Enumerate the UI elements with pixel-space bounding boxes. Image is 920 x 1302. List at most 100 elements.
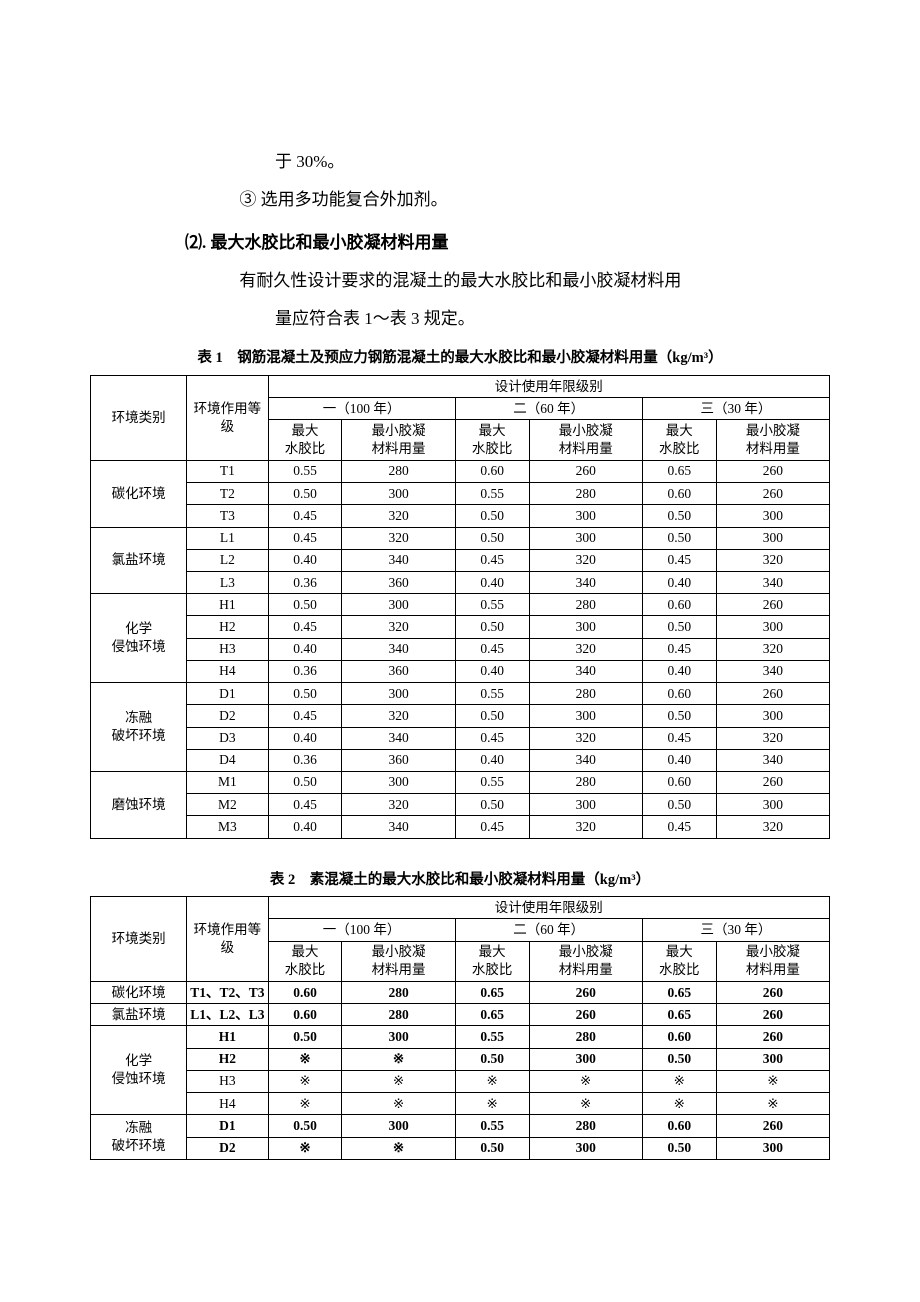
table-row: 化学侵蚀环境H10.503000.552800.60260 (91, 1026, 830, 1048)
value-cell: ※ (268, 1070, 342, 1092)
value-cell: 0.60 (642, 1026, 716, 1048)
value-cell: 300 (529, 616, 642, 638)
col-min-material-2: 最小胶凝材料用量 (716, 941, 829, 981)
value-cell: ※ (529, 1093, 642, 1115)
table-1: 环境类别环境作用等级设计使用年限级别一（100 年）二（60 年）三（30 年）… (90, 375, 830, 839)
col-period-2: 三（30 年） (642, 919, 829, 941)
value-cell: 0.60 (642, 483, 716, 505)
value-cell: 320 (342, 705, 455, 727)
value-cell: 300 (716, 1048, 829, 1070)
value-cell: 300 (716, 1137, 829, 1159)
value-cell: ※ (342, 1093, 455, 1115)
value-cell: 260 (716, 771, 829, 793)
value-cell: 320 (529, 816, 642, 838)
grade-cell: T3 (187, 505, 268, 527)
table-row: D20.453200.503000.50300 (91, 705, 830, 727)
value-cell: 0.50 (455, 505, 529, 527)
value-cell: 0.40 (642, 660, 716, 682)
env-category-cell: 氯盐环境 (91, 527, 187, 594)
value-cell: 0.55 (455, 1026, 529, 1048)
grade-cell: H2 (187, 1048, 268, 1070)
env-category-cell: 氯盐环境 (91, 1004, 187, 1026)
value-cell: 0.55 (455, 771, 529, 793)
value-cell: 300 (342, 483, 455, 505)
value-cell: 300 (716, 794, 829, 816)
grade-cell: M1 (187, 771, 268, 793)
value-cell: 300 (342, 1026, 455, 1048)
value-cell: 0.65 (455, 1004, 529, 1026)
value-cell: ※ (455, 1093, 529, 1115)
value-cell: ※ (455, 1070, 529, 1092)
col-min-material-1: 最小胶凝材料用量 (529, 420, 642, 460)
body-text-item-3: ③ 选用多功能复合外加剂。 (185, 184, 830, 216)
value-cell: 0.50 (268, 1026, 342, 1048)
value-cell: 0.60 (642, 683, 716, 705)
value-cell: 0.40 (268, 816, 342, 838)
table-2-caption: 表 2 素混凝土的最大水胶比和最小胶凝材料用量（kg/m³） (90, 867, 830, 895)
table-row: T30.453200.503000.50300 (91, 505, 830, 527)
value-cell: 300 (342, 594, 455, 616)
value-cell: 320 (342, 794, 455, 816)
value-cell: 0.40 (268, 549, 342, 571)
value-cell: 0.45 (268, 505, 342, 527)
value-cell: 340 (342, 816, 455, 838)
table-row: 氯盐环境L10.453200.503000.50300 (91, 527, 830, 549)
value-cell: 260 (716, 1004, 829, 1026)
value-cell: 260 (716, 683, 829, 705)
body-text-continuation: 于 30%。 (275, 146, 830, 178)
col-min-material-0: 最小胶凝材料用量 (342, 420, 455, 460)
value-cell: 280 (529, 771, 642, 793)
value-cell: 0.45 (268, 705, 342, 727)
value-cell: 260 (716, 594, 829, 616)
value-cell: 260 (716, 1115, 829, 1137)
value-cell: 0.40 (268, 638, 342, 660)
body-text-line-3: 有耐久性设计要求的混凝土的最大水胶比和最小胶凝材料用 (185, 265, 830, 297)
value-cell: 0.40 (455, 572, 529, 594)
col-max-ratio-0: 最大水胶比 (268, 420, 342, 460)
col-env-grade: 环境作用等级 (187, 897, 268, 982)
value-cell: 300 (529, 505, 642, 527)
value-cell: 320 (716, 727, 829, 749)
value-cell: 0.60 (268, 1004, 342, 1026)
value-cell: 0.45 (642, 816, 716, 838)
value-cell: 300 (529, 1048, 642, 1070)
value-cell: 280 (529, 1026, 642, 1048)
grade-cell: D4 (187, 749, 268, 771)
value-cell: ※ (642, 1070, 716, 1092)
value-cell: ※ (642, 1093, 716, 1115)
value-cell: 300 (342, 683, 455, 705)
value-cell: 0.50 (642, 1137, 716, 1159)
value-cell: 0.45 (268, 616, 342, 638)
env-category-cell: 碳化环境 (91, 982, 187, 1004)
value-cell: ※ (268, 1093, 342, 1115)
value-cell: 0.50 (455, 794, 529, 816)
value-cell: 340 (529, 660, 642, 682)
env-category-cell: 冻融破坏环境 (91, 1115, 187, 1159)
grade-cell: H3 (187, 638, 268, 660)
value-cell: 0.55 (268, 460, 342, 482)
value-cell: 280 (529, 1115, 642, 1137)
value-cell: 320 (342, 505, 455, 527)
value-cell: 300 (529, 1137, 642, 1159)
value-cell: ※ (342, 1070, 455, 1092)
value-cell: 300 (529, 705, 642, 727)
col-period-1: 二（60 年） (455, 398, 642, 420)
value-cell: 0.45 (268, 794, 342, 816)
value-cell: 320 (716, 816, 829, 838)
table-row: H20.453200.503000.50300 (91, 616, 830, 638)
value-cell: 0.60 (455, 460, 529, 482)
value-cell: 300 (342, 771, 455, 793)
value-cell: 0.50 (642, 794, 716, 816)
value-cell: 0.50 (268, 483, 342, 505)
value-cell: 0.60 (268, 982, 342, 1004)
value-cell: 320 (716, 638, 829, 660)
value-cell: 300 (716, 505, 829, 527)
col-period-0: 一（100 年） (268, 398, 455, 420)
grade-cell: L1 (187, 527, 268, 549)
table-row: M30.403400.453200.45320 (91, 816, 830, 838)
value-cell: 320 (716, 549, 829, 571)
value-cell: 0.45 (455, 549, 529, 571)
env-category-cell: 化学侵蚀环境 (91, 1026, 187, 1115)
col-max-ratio-0: 最大水胶比 (268, 941, 342, 981)
env-category-cell: 碳化环境 (91, 460, 187, 527)
